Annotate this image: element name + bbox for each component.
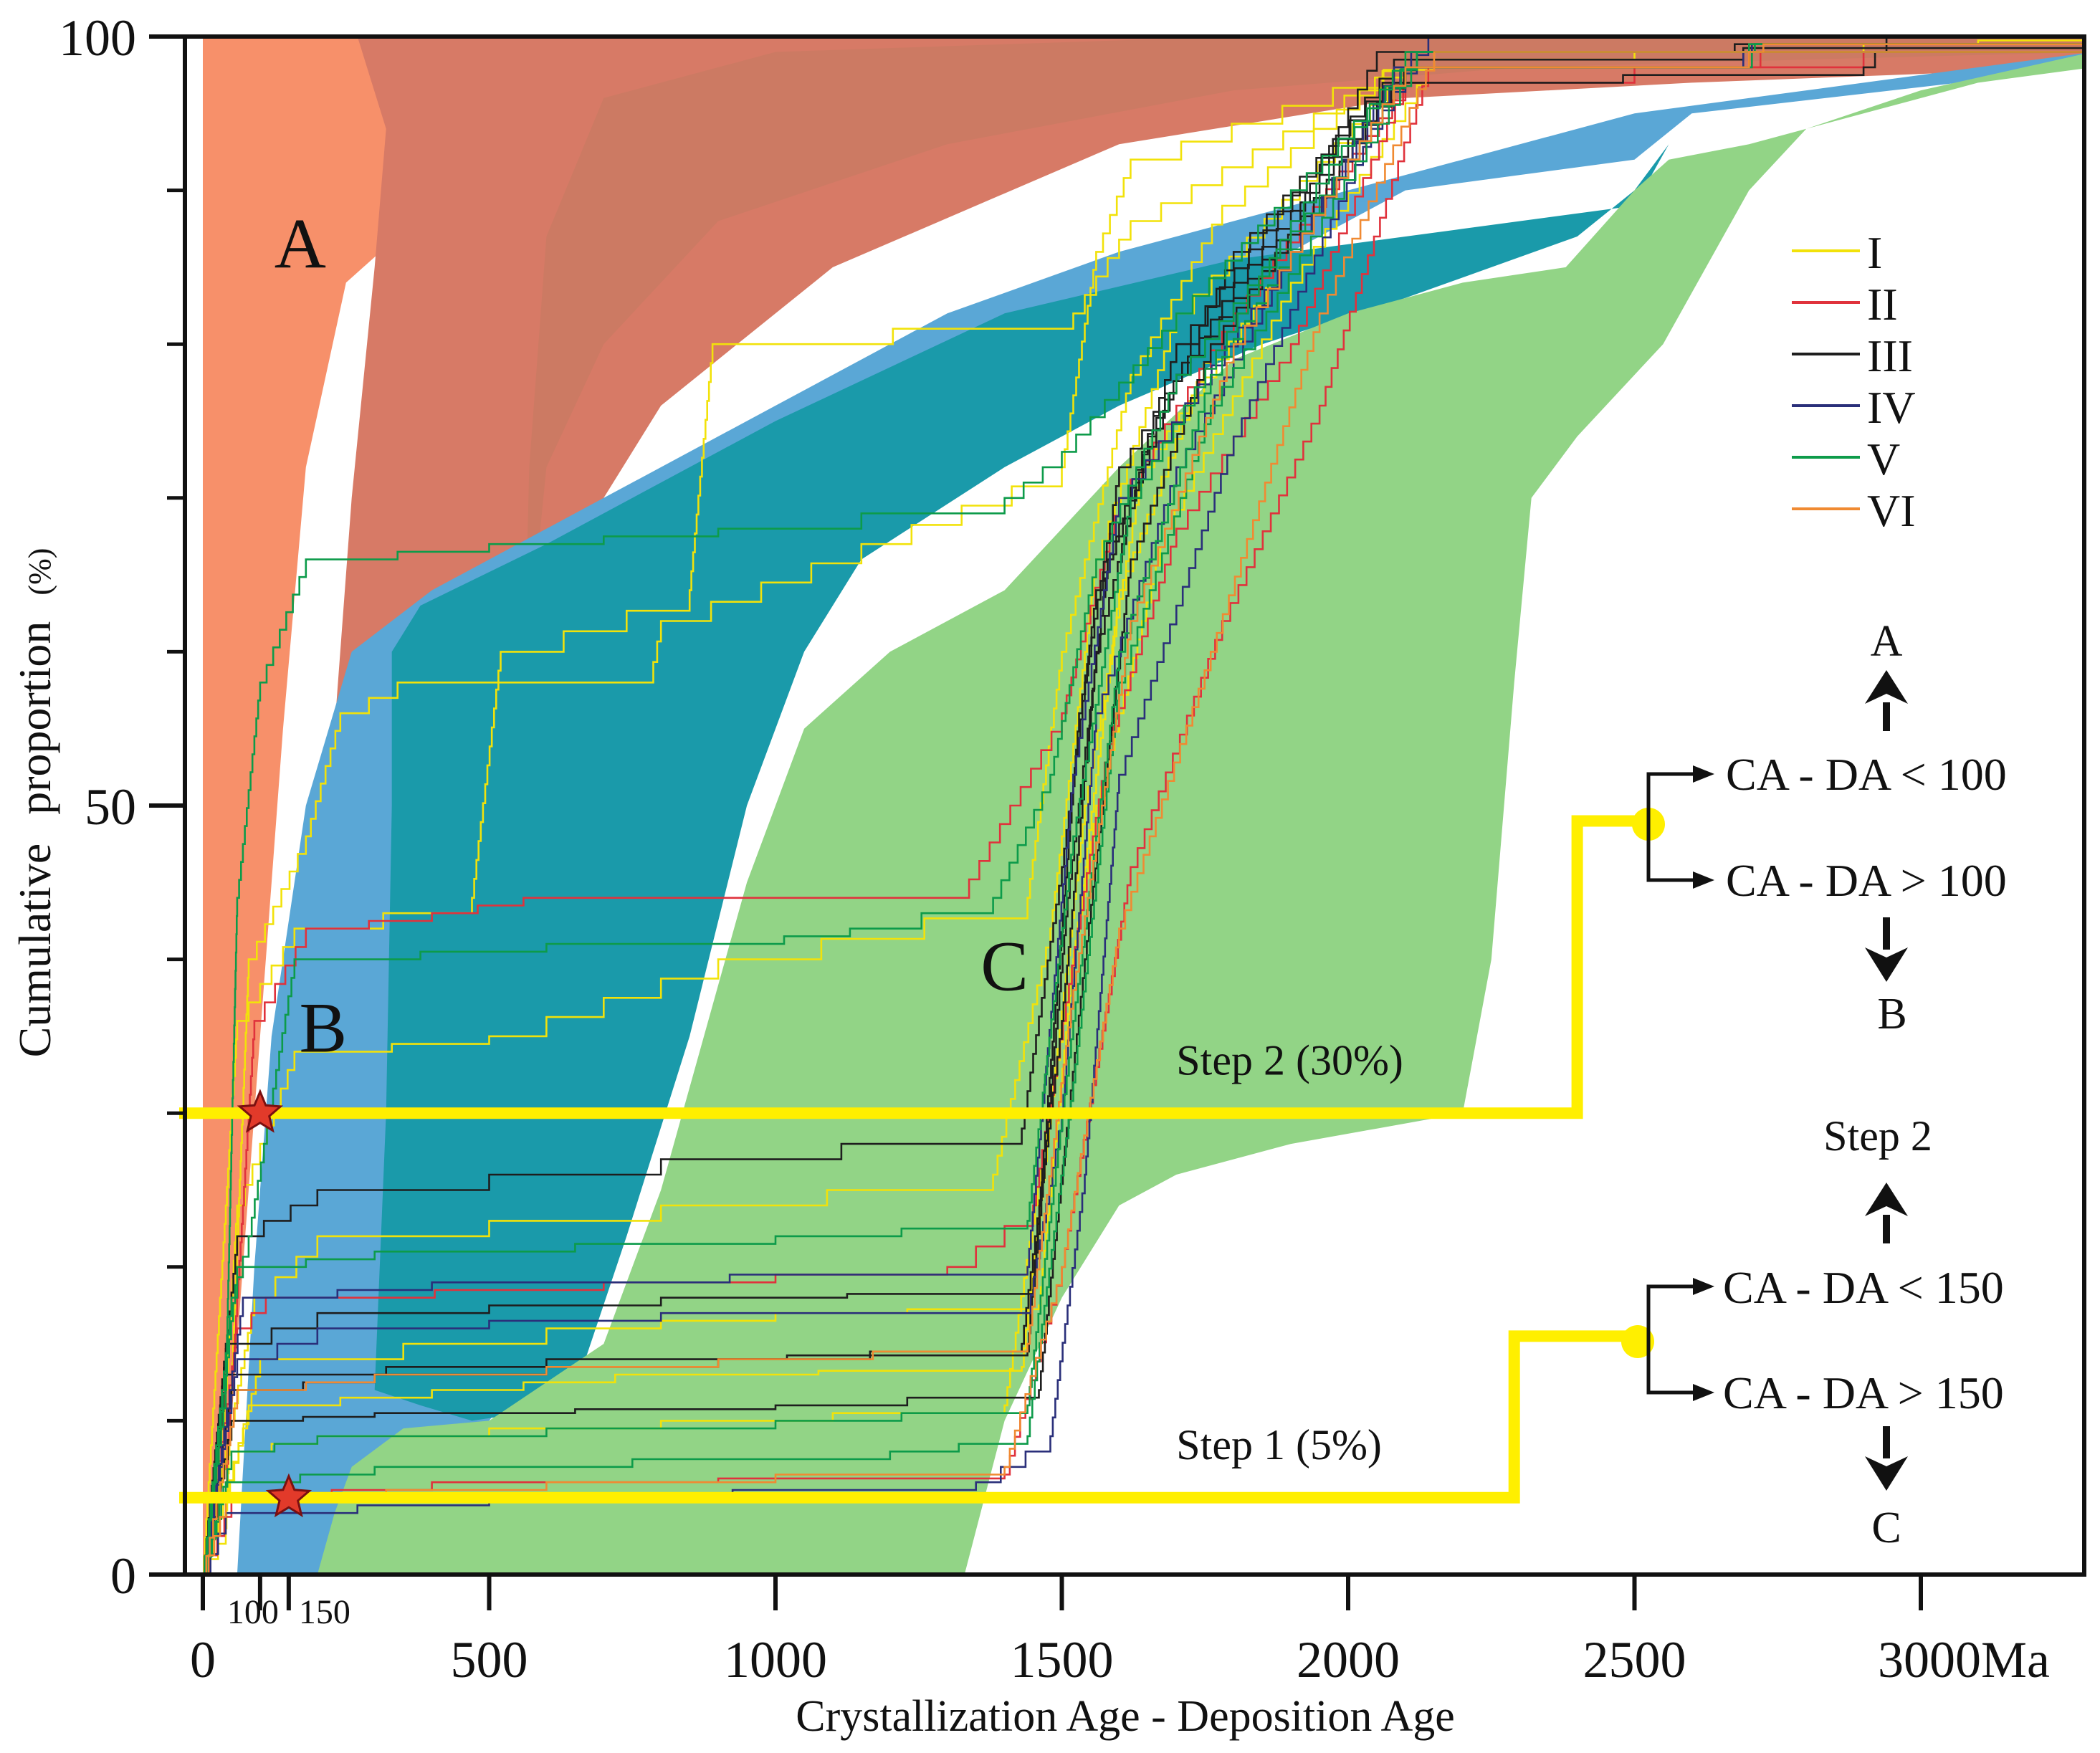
region-band-1 — [282, 37, 2084, 1575]
curve-v-4 — [203, 43, 2084, 1575]
curve-ii-2 — [203, 51, 2084, 1575]
region-c — [317, 54, 2084, 1575]
condition-greater-100: CA - DA > 100 — [1726, 855, 2007, 906]
region-band-2 — [523, 37, 2084, 698]
y-axis-label: Cumulative proportion (%) — [9, 548, 60, 1058]
series-i — [203, 39, 2084, 1575]
arrowhead-down-b — [1865, 947, 1908, 982]
arrowhead-up-step2 — [1865, 1183, 1908, 1216]
curve-iii-4 — [203, 43, 2084, 1575]
arrowhead-up-a — [1865, 670, 1908, 704]
threshold-lines — [179, 815, 1646, 1518]
curve-iv-1 — [203, 51, 2084, 1575]
region-labels: A B C Step 1 (5%) Step 2 (30%) — [275, 204, 1403, 1468]
curve-iii-5 — [203, 51, 2084, 1575]
legend-label-ii: II — [1867, 279, 1898, 330]
curve-iv-3 — [203, 43, 2084, 1575]
step-annotation-1: Step 1 (5%) — [1176, 1421, 1382, 1468]
branch-lower — [1646, 1284, 1702, 1395]
legend-label-iii: III — [1867, 330, 1913, 381]
y-tick-label-0: 0 — [110, 1547, 136, 1605]
threshold-star-1 — [265, 1473, 312, 1518]
decision-flowchart: A CA - DA < 100 CA - DA > 100 B Step 2 C… — [1621, 617, 2007, 1552]
flow-result-b: B — [1877, 990, 1906, 1038]
branch-lower-arrow-2 — [1693, 1384, 1714, 1401]
x-tick-label-1500: 1500 — [1011, 1631, 1114, 1688]
curve-i-1 — [203, 43, 2084, 1575]
condition-greater-150: CA - DA > 150 — [1723, 1367, 2004, 1418]
flow-result-c: C — [1871, 1504, 1901, 1552]
y-axis-label-main: Cumulative proportion — [9, 621, 60, 1058]
branch-upper-arrow-2 — [1693, 871, 1714, 889]
branch-lower-arrow-1 — [1693, 1278, 1714, 1295]
condition-less-100: CA - DA < 100 — [1726, 749, 2007, 800]
x-tick-label-2000: 2000 — [1297, 1631, 1400, 1688]
condition-less-150: CA - DA < 150 — [1723, 1262, 2004, 1313]
branch-upper-arrow-1 — [1693, 765, 1714, 783]
region-label-c: C — [980, 927, 1028, 1006]
legend-label-i: I — [1867, 227, 1882, 278]
series-iv — [203, 37, 2084, 1575]
x-minor-tick-label-100: 100 — [227, 1593, 279, 1631]
arrowhead-down-c — [1865, 1456, 1908, 1491]
threshold-line-2 — [179, 815, 1646, 1119]
y-axis-label-unit: (%) — [22, 548, 57, 596]
x-tick-label-2500: 2500 — [1583, 1631, 1686, 1688]
threshold-line-1 — [179, 1330, 1646, 1504]
x-tick-label-500: 500 — [451, 1631, 528, 1688]
threshold-star-2 — [237, 1089, 284, 1133]
legend-label-v: V — [1867, 434, 1900, 484]
curve-v-5 — [203, 51, 2084, 1575]
curve-vi-2 — [203, 43, 2084, 1575]
flow-step2-label: Step 2 — [1823, 1112, 1932, 1160]
curve-v-1 — [203, 43, 2084, 1575]
cumulative-curves — [203, 37, 2084, 1575]
curve-vi-1 — [203, 51, 2084, 1575]
curve-iv-2 — [203, 37, 2084, 1575]
y-tick-label-100: 100 — [59, 9, 136, 67]
density-regions — [203, 37, 2084, 1575]
flow-result-a: A — [1871, 617, 1903, 666]
curve-v-2 — [203, 51, 2084, 1575]
series-vi — [203, 43, 2084, 1575]
region-label-b: B — [299, 988, 347, 1067]
branch-upper — [1646, 772, 1702, 882]
x-axis-label: Crystallization Age - Deposition Age — [796, 1692, 1455, 1741]
region-label-a: A — [275, 204, 326, 283]
x-tick-label-3000: 3000Ma — [1878, 1631, 2050, 1688]
x-tick-label-1000: 1000 — [724, 1631, 827, 1688]
legend-label-vi: VI — [1867, 485, 1916, 536]
curve-i-4 — [203, 51, 2084, 1575]
decision-node-lower — [1621, 1325, 1654, 1358]
curve-i-6 — [203, 39, 2084, 1575]
region-band-4 — [374, 144, 1669, 1421]
y-tick-label-50: 50 — [85, 778, 136, 836]
x-tick-label-0: 0 — [190, 1631, 216, 1688]
step-annotation-2: Step 2 (30%) — [1176, 1037, 1403, 1084]
x-minor-tick-label-150: 150 — [299, 1593, 350, 1631]
legend-label-iv: IV — [1867, 382, 1916, 433]
